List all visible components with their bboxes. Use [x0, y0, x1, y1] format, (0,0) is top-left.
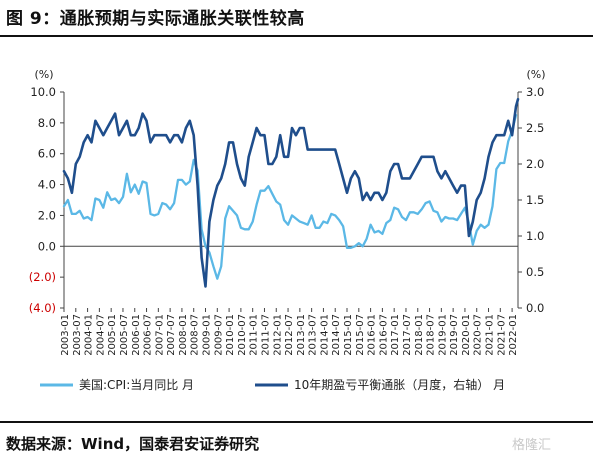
x-tick-label: 2006-07	[143, 314, 154, 356]
x-tick-label: 2006-01	[131, 314, 142, 356]
x-tick-label: 2018-01	[414, 314, 425, 356]
x-tick-label: 2008-07	[190, 314, 201, 356]
x-tick-label: 2010-01	[225, 314, 236, 356]
x-tick-label: 2005-07	[119, 314, 130, 356]
x-tick-label: 2011-01	[249, 314, 260, 356]
x-tick-label: 2015-01	[343, 314, 354, 356]
x-tick-label: 2003-07	[72, 314, 83, 356]
left-tick-label: (2.0)	[29, 270, 56, 284]
x-tick-label: 2013-07	[308, 314, 319, 356]
left-tick-label: 8.0	[38, 116, 56, 130]
left-tick-label: 10.0	[30, 85, 56, 99]
x-tick-label: 2021-07	[496, 314, 507, 356]
x-tick-label: 2004-01	[84, 314, 95, 356]
x-tick-label: 2014-07	[331, 314, 342, 356]
x-tick-label: 2009-07	[213, 314, 224, 356]
title-rule	[0, 35, 593, 37]
x-tick-label: 2009-01	[202, 314, 213, 356]
left-tick-label: 4.0	[38, 178, 56, 192]
x-tick-label: 2012-07	[284, 314, 295, 356]
x-tick-label: 2019-07	[449, 314, 460, 356]
breakeven-series-line	[62, 97, 520, 288]
x-tick-label: 2007-01	[154, 314, 165, 356]
left-tick-label: 0.0	[38, 239, 56, 253]
x-tick-label: 2016-07	[378, 314, 389, 356]
right-tick-label: 1.0	[526, 229, 544, 243]
legend-label-cpi: 美国:CPI:当月同比 月	[79, 378, 194, 392]
x-tick-label: 2016-01	[367, 314, 378, 356]
right-tick-label: 2.0	[526, 157, 544, 171]
legend-label-breakeven: 10年期盈亏平衡通胀（月度，右轴） 月	[294, 377, 505, 392]
left-axis-unit: (%)	[34, 68, 53, 81]
x-tick-label: 2019-01	[437, 314, 448, 356]
right-tick-label: 1.5	[526, 193, 544, 207]
right-tick-label: 2.5	[526, 121, 544, 135]
series-layer	[62, 97, 520, 288]
figure-title: 图 9：通胀预期与实际通胀关联性较高	[6, 9, 305, 29]
source-note: 数据来源：Wind，国泰君安证券研究	[6, 435, 260, 453]
right-tick-label: 3.0	[526, 85, 544, 99]
x-tick-label: 2011-07	[260, 314, 271, 356]
x-tick-label: 2017-07	[402, 314, 413, 356]
x-tick-label: 2014-01	[319, 314, 330, 356]
x-tick-label: 2012-01	[272, 314, 283, 356]
x-tick-label: 2007-07	[166, 314, 177, 356]
x-tick-label: 2005-01	[107, 314, 118, 356]
left-tick-label: 6.0	[38, 147, 56, 161]
left-tick-label: (4.0)	[29, 301, 56, 315]
x-tick-label: 2008-01	[178, 314, 189, 356]
x-tick-label: 2020-01	[461, 314, 472, 356]
cpi-series-line	[62, 113, 518, 280]
source-rule	[0, 421, 593, 423]
watermark-logo: 格隆汇	[512, 438, 552, 453]
x-tick-label: 2017-01	[390, 314, 401, 356]
right-tick-label: 0.5	[526, 265, 544, 279]
x-tick-label: 2021-01	[485, 314, 496, 356]
axes-layer: 10.0 8.0 6.0 4.0 2.0 0.0 (2.0) (4.0) (%) 3.0 2.5 2.…	[29, 68, 546, 356]
left-tick-label: 2.0	[38, 208, 56, 222]
x-tick-label: 2003-01	[60, 314, 71, 356]
x-tick-label: 2018-07	[426, 314, 437, 356]
x-tick-label: 2004-07	[95, 314, 106, 356]
x-tick-label: 2022-01	[508, 314, 519, 356]
right-axis-unit: (%)	[526, 68, 545, 81]
x-tick-label: 2020-07	[473, 314, 484, 356]
x-tick-label: 2010-07	[237, 314, 248, 356]
x-tick-label: 2015-07	[355, 314, 366, 356]
right-tick-label: 0.0	[526, 301, 544, 315]
chart-legend: 美国:CPI:当月同比 月 10年期盈亏平衡通胀（月度，右轴） 月	[40, 377, 505, 392]
x-tick-label: 2013-01	[296, 314, 307, 356]
